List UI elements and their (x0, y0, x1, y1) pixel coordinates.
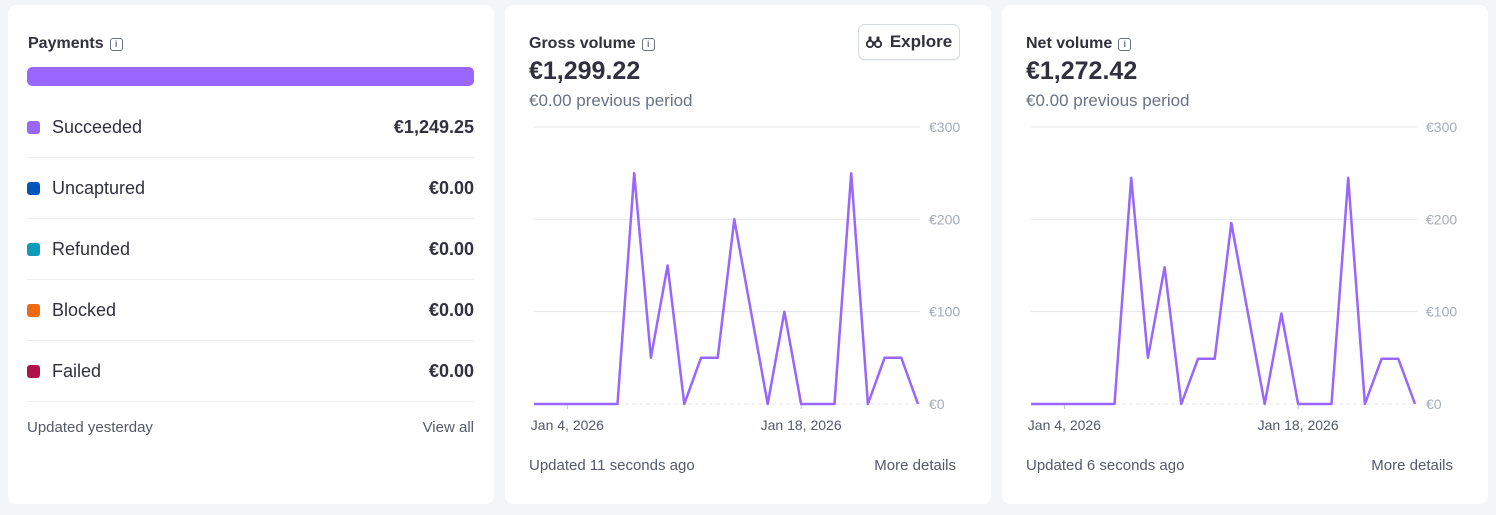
gross-updated: Updated 11 seconds ago (529, 457, 695, 474)
status-value: €0.00 (428, 360, 474, 381)
info-icon[interactable]: i (109, 37, 123, 51)
net-volume-title-text: Net volume (1026, 35, 1113, 52)
x-tick-label: Jan 18, 2026 (761, 417, 842, 433)
status-value: €0.00 (428, 299, 474, 320)
gross-volume-title-text: Gross volume (529, 35, 636, 52)
view-all-link[interactable]: View all (422, 419, 474, 436)
status-label: Uncaptured (52, 177, 146, 198)
status-label: Refunded (52, 238, 131, 259)
gross-previous-period: €0.00 previous period (529, 91, 693, 110)
x-tick-label: Jan 4, 2026 (531, 417, 604, 433)
payments-progress-bar (27, 67, 474, 86)
y-tick-label: €200 (929, 211, 960, 227)
gross-volume-value: €1,299.22 (529, 57, 641, 85)
status-swatch (27, 303, 40, 317)
net-more-details-link[interactable]: More details (1371, 457, 1453, 474)
series-line[interactable] (534, 171, 920, 406)
y-tick-label: €200 (1426, 211, 1457, 227)
payments-updated: Updated yesterday (27, 419, 153, 436)
y-tick-label: €300 (1426, 119, 1457, 135)
payments-progress-fill (27, 67, 474, 86)
status-label: Succeeded (52, 116, 143, 137)
x-tick-label: Jan 4, 2026 (1028, 417, 1101, 433)
gross-volume-chart: €300 €200 €100 €0 Jan 4, 2026 Jan 18, 2026 (531, 119, 961, 433)
info-icon[interactable]: i (1118, 37, 1132, 51)
binoculars-icon (865, 36, 882, 49)
status-swatch (27, 364, 40, 378)
explore-button[interactable]: Explore (858, 24, 960, 60)
status-value: €0.00 (428, 238, 474, 259)
status-label: Failed (52, 360, 102, 381)
series-line[interactable] (1031, 176, 1417, 406)
gross-volume-title: Gross volume i (529, 35, 655, 53)
payment-status-row[interactable]: Refunded €0.00 (27, 219, 474, 280)
payment-status-row[interactable]: Uncaptured €0.00 (27, 158, 474, 219)
explore-label: Explore (889, 32, 953, 51)
payments-title: Payments i (28, 35, 123, 53)
y-tick-label: €0 (929, 396, 945, 412)
status-swatch (27, 242, 40, 256)
status-value: €1,249.25 (393, 116, 474, 137)
payments-title-text: Payments (28, 35, 104, 52)
payment-status-row[interactable]: Succeeded €1,249.25 (27, 97, 474, 158)
net-volume-value: €1,272.42 (1026, 57, 1138, 85)
info-icon[interactable]: i (641, 37, 655, 51)
x-tick-label: Jan 18, 2026 (1258, 417, 1339, 433)
net-previous-period: €0.00 previous period (1026, 91, 1190, 110)
status-value: €0.00 (428, 177, 474, 198)
net-volume-title: Net volume i (1026, 35, 1132, 53)
net-volume-card: Net volume i €1,272.42 €0.00 previous pe… (1002, 5, 1488, 504)
payment-status-row[interactable]: Failed €0.00 (27, 341, 474, 402)
net-updated: Updated 6 seconds ago (1026, 457, 1185, 474)
status-swatch (27, 181, 40, 195)
status-label: Blocked (52, 299, 117, 320)
net-volume-chart: €300 €200 €100 €0 Jan 4, 2026 Jan 18, 2026 (1028, 119, 1458, 433)
payments-card: Payments i Succeeded €1,249.25 Uncaptured €… (8, 5, 494, 504)
y-tick-label: €100 (1426, 304, 1457, 320)
y-tick-label: €100 (929, 304, 960, 320)
status-swatch (27, 120, 40, 134)
y-tick-label: €0 (1426, 396, 1442, 412)
payment-status-row[interactable]: Blocked €0.00 (27, 280, 474, 341)
y-tick-label: €300 (929, 119, 960, 135)
gross-volume-card: Gross volume i €1,299.22 €0.00 previous … (505, 5, 991, 504)
gross-more-details-link[interactable]: More details (874, 457, 956, 474)
